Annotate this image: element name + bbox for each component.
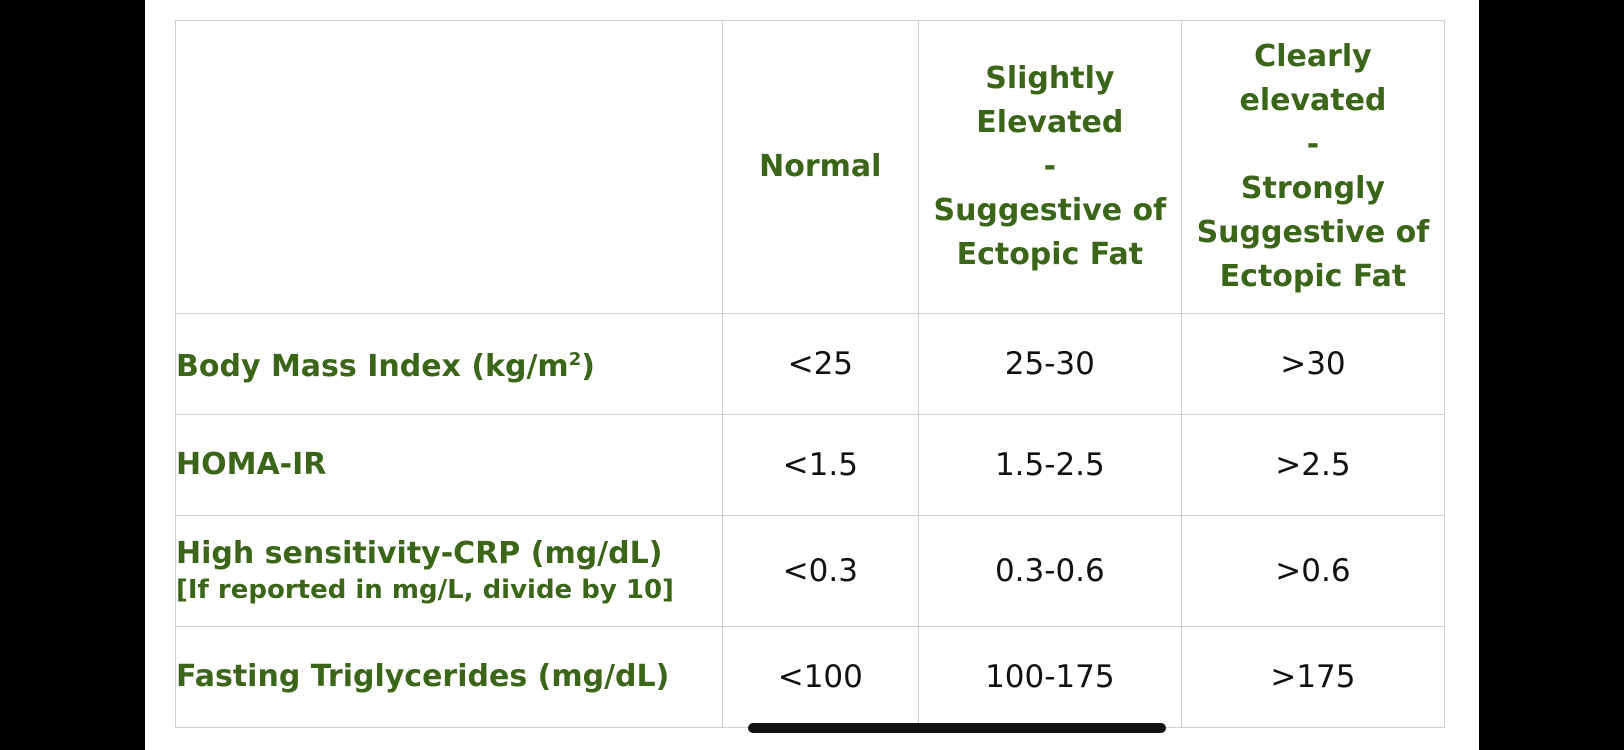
row-label-text: High sensitivity-CRP (mg/dL) [176,535,663,571]
value-cell: 0.3-0.6 [917,515,1182,627]
table-row: High sensitivity-CRP (mg/dL) [If reporte… [175,515,1446,627]
value-cell: 100-175 [917,625,1182,729]
table-row: HOMA-IR <1.5 1.5-2.5 >2.5 [175,413,1446,517]
row-label-homa-ir: HOMA-IR [175,413,723,517]
value-cell: >175 [1180,625,1446,729]
row-label-note: [If reported in mg/L, divide by 10] [176,574,674,605]
row-label-bmi: Body Mass Index (kg/m2) [175,312,723,415]
value-cell: <25 [721,312,919,415]
value-cell: 1.5-2.5 [917,413,1182,517]
value-cell: >30 [1180,312,1446,415]
table-row: Fasting Triglycerides (mg/dL) <100 100-1… [175,625,1446,729]
column-header-clearly-elevated: Clearly elevated - Strongly Suggestive o… [1180,20,1446,314]
header-corner-cell [175,20,723,314]
value-cell: >0.6 [1180,515,1446,627]
column-header-slightly-elevated: Slightly Elevated - Suggestive of Ectopi… [917,20,1182,314]
value-cell: 25-30 [917,312,1182,415]
home-indicator-bar[interactable] [748,723,1166,733]
header-row: Normal Slightly Elevated - Suggestive of… [175,20,1446,314]
ectopic-fat-criteria-table: Normal Slightly Elevated - Suggestive of… [175,20,1446,729]
value-cell: <1.5 [721,413,919,517]
row-label-triglycerides: Fasting Triglycerides (mg/dL) [175,625,723,729]
table-row: Body Mass Index (kg/m2) <25 25-30 >30 [175,312,1446,415]
value-cell: >2.5 [1180,413,1446,517]
row-label-hs-crp: High sensitivity-CRP (mg/dL) [If reporte… [175,515,723,627]
screen: Normal Slightly Elevated - Suggestive of… [145,0,1479,750]
value-cell: <0.3 [721,515,919,627]
value-cell: <100 [721,625,919,729]
column-header-normal: Normal [721,20,919,314]
